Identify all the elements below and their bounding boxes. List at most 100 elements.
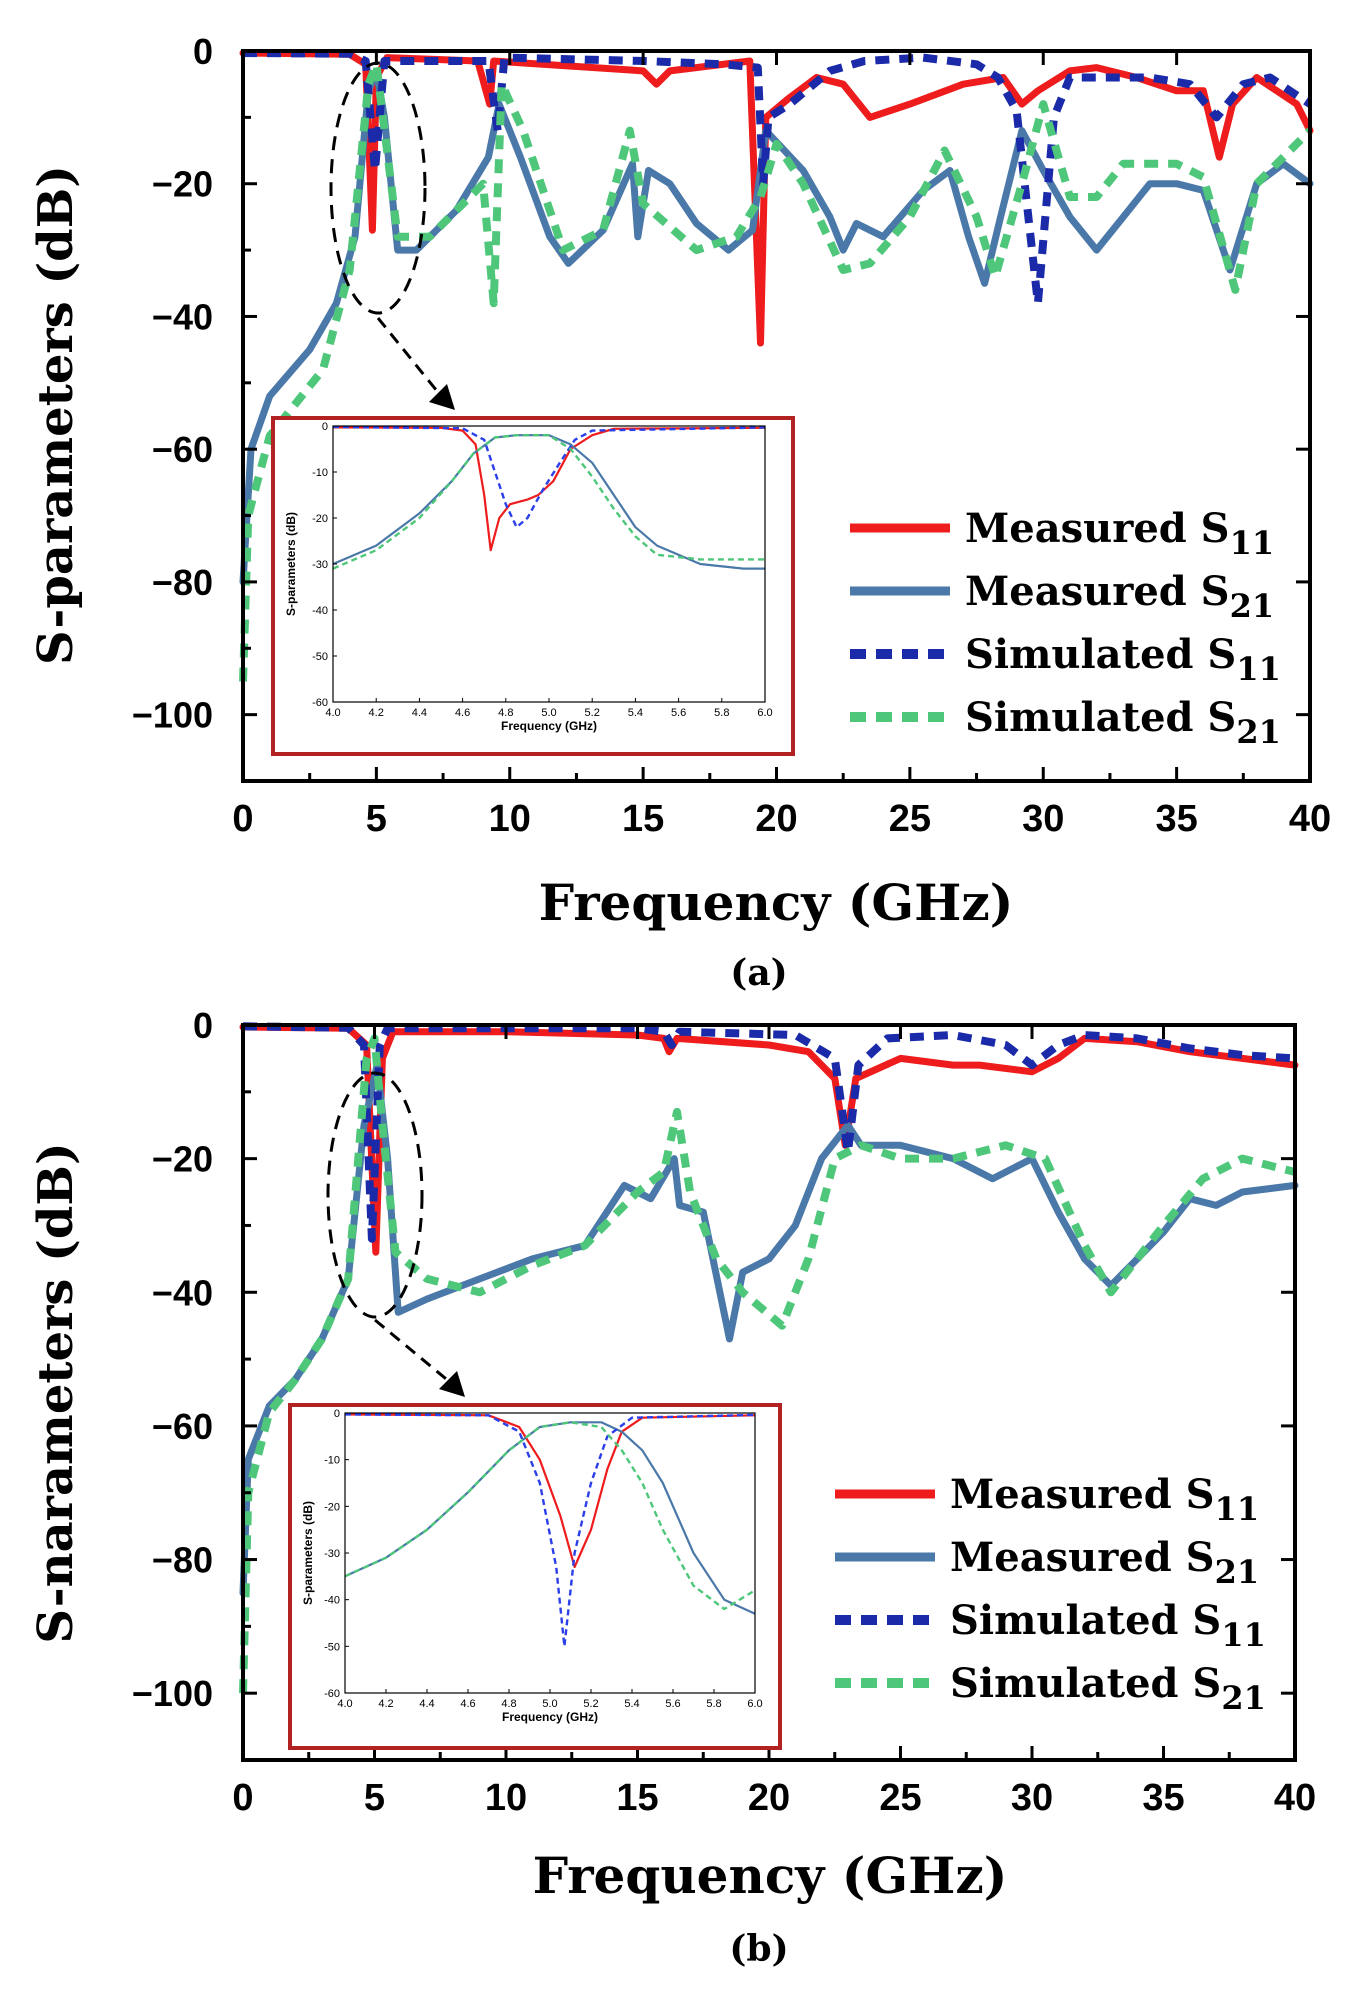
zoom-ellipse <box>326 1071 424 1319</box>
inset-y-tick-label: -60 <box>312 697 328 709</box>
legend-label-base: Measured S <box>950 1534 1215 1581</box>
legend-label: Simulated S21 <box>950 1660 1266 1717</box>
series-measured-s11 <box>239 1023 1299 1256</box>
x-tick-label: 5 <box>366 798 387 840</box>
panel-label: (a) <box>730 952 787 994</box>
inset-y-label: S-parameters (dB) <box>284 512 298 616</box>
legend-label: Measured S11 <box>950 1471 1259 1528</box>
y-axis-label: S-narameters (dB) <box>28 1142 84 1643</box>
y-axis-label: S-parameters (dB) <box>28 165 84 665</box>
inset-x-tick-label: 5.0 <box>541 707 556 719</box>
inset-x-tick-label: 5.8 <box>714 707 729 719</box>
inset-chart: 4.0 4.2 4.4 4.6 4.8 5.0 5.2 5.4 5.6 5.8 6.0 0 -10 -20… <box>288 1403 782 1750</box>
inset-y-tick-label: -30 <box>312 559 328 571</box>
inset-y-tick-label: -10 <box>324 1455 340 1467</box>
legend-label-base: Simulated S <box>950 1597 1221 1644</box>
inset-x-tick-label: 4.6 <box>460 1698 475 1710</box>
legend-label: Simulated S21 <box>965 694 1281 751</box>
series-measured-s11 <box>239 49 1314 347</box>
legend-label-base: Measured S <box>965 505 1230 552</box>
legend-label-subscript: 11 <box>1236 650 1281 688</box>
panel-a: 0 5 10 15 20 25 30 35 40 0 −20 −40 −60 −80 −100 S-param… <box>28 31 1331 994</box>
x-tick-label: 40 <box>1289 798 1331 840</box>
inset-y-tick-label: 0 <box>322 421 328 433</box>
inset-series-simulated-s21 <box>332 434 765 570</box>
inset-frame <box>288 1403 782 1750</box>
series-simulated-s21 <box>239 60 1313 682</box>
legend-label-base: Measured S <box>950 1471 1215 1518</box>
x-tick-label: 40 <box>1274 1777 1316 1819</box>
inset-x-label: Frequency (GHz) <box>501 719 597 733</box>
inset-y-tick-label: -40 <box>324 1595 340 1607</box>
zoom-arrow-head <box>439 1371 465 1397</box>
inset-x-tick-label: 6.0 <box>757 707 772 719</box>
inset-y-tick-label: -40 <box>312 605 328 617</box>
inset-x-tick-label: 4.4 <box>412 707 427 719</box>
series-simulated-s11 <box>242 1022 1296 1243</box>
inset-y-tick-label: -20 <box>312 513 328 525</box>
x-axis-label: Frequency (GHz) <box>533 1846 1008 1905</box>
x-axis-label: Frequency (GHz) <box>539 873 1014 932</box>
inset-series-simulated-s21 <box>344 1421 756 1611</box>
inset-series-measured-s21 <box>332 434 765 570</box>
legend-label-base: Simulated S <box>965 631 1236 678</box>
legend-label-subscript: 11 <box>1230 524 1275 562</box>
inset-x-tick-label: 4.2 <box>369 707 384 719</box>
y-tick-label: −40 <box>152 1272 213 1313</box>
x-tick-label: 15 <box>622 798 664 840</box>
x-tick-label: 5 <box>364 1777 385 1819</box>
inset-series-measured-s11 <box>344 1413 756 1569</box>
x-tick-label: 10 <box>485 1777 527 1819</box>
x-tick-label: 20 <box>748 1777 790 1819</box>
y-tick-label: −80 <box>152 1540 213 1581</box>
legend-label-base: Measured S <box>965 568 1230 615</box>
x-tick-label: 30 <box>1011 1777 1053 1819</box>
panel-label: (b) <box>729 1928 788 1970</box>
x-tick-label: 30 <box>1022 798 1064 840</box>
inset-x-tick-label: 5.6 <box>671 707 686 719</box>
y-tick-label: −40 <box>152 296 213 337</box>
y-tick-label: −60 <box>152 429 213 470</box>
legend-label-subscript: 21 <box>1221 1679 1266 1717</box>
legend-label-subscript: 11 <box>1215 1490 1260 1528</box>
y-tick-label: −20 <box>152 164 213 205</box>
inset-y-tick-label: -60 <box>324 1688 340 1700</box>
y-tick-label: −20 <box>152 1139 213 1180</box>
y-tick-label: 0 <box>193 1005 213 1046</box>
x-tick-label: 35 <box>1142 1777 1184 1819</box>
legend-label: Simulated S11 <box>965 631 1281 688</box>
inset-x-tick-label: 4.0 <box>325 707 340 719</box>
x-tick-label: 35 <box>1155 798 1197 840</box>
inset-series-simulated-s11 <box>344 1413 756 1648</box>
inset-x-tick-label: 5.8 <box>706 1698 721 1710</box>
x-tick-label: 15 <box>616 1777 658 1819</box>
y-tick-label: −100 <box>132 695 213 736</box>
legend-label-subscript: 21 <box>1230 587 1275 625</box>
y-tick-label: −80 <box>152 562 213 603</box>
inset-y-tick-label: -30 <box>324 1548 340 1560</box>
inset-x-tick-label: 5.2 <box>583 1698 598 1710</box>
inset-x-tick-label: 4.8 <box>501 1698 516 1710</box>
inset-x-tick-label: 4.6 <box>455 707 470 719</box>
inset-x-tick-label: 6.0 <box>747 1698 762 1710</box>
inset-x-label: Frequency (GHz) <box>502 1710 598 1724</box>
inset-y-tick-label: -20 <box>324 1501 340 1513</box>
inset-x-tick-label: 4.2 <box>378 1698 393 1710</box>
legend-label: Measured S21 <box>965 568 1274 625</box>
x-tick-label: 10 <box>489 798 531 840</box>
legend-label: Measured S11 <box>965 505 1274 562</box>
inset-series-simulated-s11 <box>332 425 766 529</box>
inset-y-tick-label: 0 <box>334 1408 340 1420</box>
legend-label-subscript: 21 <box>1215 1553 1260 1591</box>
inset-x-tick-label: 5.4 <box>624 1698 639 1710</box>
panel-b: 0 5 10 15 20 25 30 35 40 0 −20 −40 −60 −80 −100 S-naram… <box>28 1005 1316 1970</box>
legend-label: Measured S21 <box>950 1534 1259 1591</box>
y-tick-label: −100 <box>132 1673 213 1714</box>
inset-frame <box>271 416 795 756</box>
inset-x-tick-label: 5.2 <box>585 707 600 719</box>
inset-series-measured-s11 <box>332 426 766 552</box>
legend-label-subscript: 21 <box>1236 713 1281 751</box>
legend-label-subscript: 11 <box>1221 1616 1266 1654</box>
